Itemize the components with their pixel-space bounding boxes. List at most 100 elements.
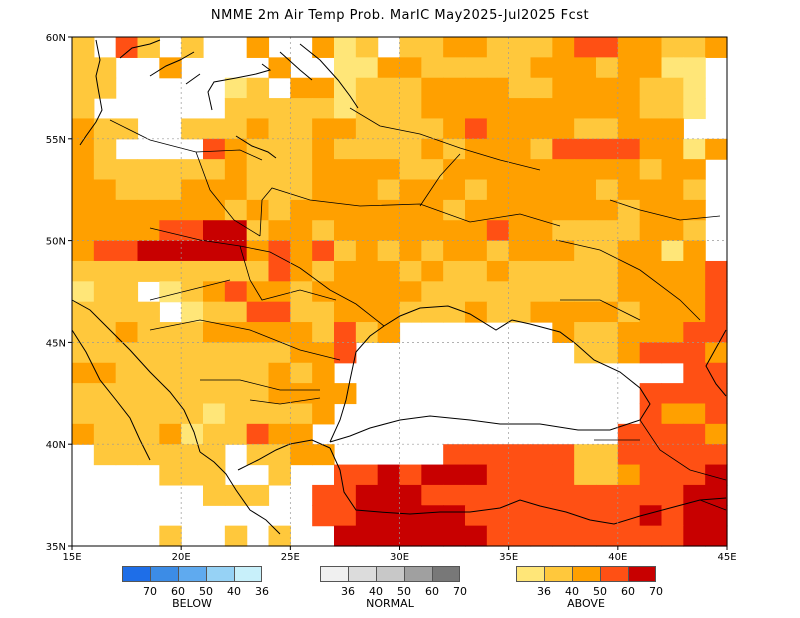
probability-cell: [115, 423, 139, 445]
probability-cell: [312, 199, 335, 221]
probability-cell: [486, 525, 510, 547]
probability-cell: [443, 138, 466, 160]
probability-cell: [377, 77, 401, 99]
probability-cell: [530, 199, 553, 221]
probability-cell: [181, 159, 204, 181]
probability-cell: [596, 159, 619, 181]
probability-cell: [596, 118, 619, 140]
probability-cell: [661, 37, 684, 58]
probability-cell: [465, 484, 488, 506]
probability-cell: [181, 240, 204, 262]
probability-cell: [443, 464, 466, 486]
legend-swatch: [432, 566, 460, 582]
probability-cell: [203, 260, 226, 282]
probability-cell: [355, 179, 379, 201]
probability-cell: [137, 403, 160, 425]
probability-cell: [181, 199, 204, 221]
probability-cell: [312, 240, 335, 262]
probability-cell: [421, 301, 444, 323]
probability-cell: [421, 159, 444, 181]
probability-cell: [377, 98, 401, 120]
probability-cell: [661, 179, 684, 201]
legend-tick-label: 40: [227, 585, 241, 598]
probability-cell: [596, 199, 619, 221]
probability-cell: [486, 37, 510, 58]
legend-swatch: [404, 566, 432, 582]
probability-cell: [334, 525, 357, 547]
probability-cell: [705, 484, 728, 506]
probability-cell: [399, 281, 422, 303]
probability-cell: [93, 423, 117, 445]
probability-cell: [159, 159, 182, 181]
probability-cell: [617, 199, 641, 221]
probability-cell: [137, 260, 160, 282]
probability-cell: [617, 464, 641, 486]
probability-cell: [639, 260, 663, 282]
probability-cell: [443, 260, 466, 282]
probability-cell: [421, 98, 444, 120]
legend-above: 36 40 50 60 70 ABOVE: [516, 566, 663, 610]
probability-cell: [312, 505, 335, 527]
probability-cell: [508, 98, 532, 120]
probability-cell: [465, 240, 488, 262]
probability-cell: [443, 118, 466, 140]
probability-cell: [399, 484, 422, 506]
probability-cell: [443, 220, 466, 242]
probability-cell: [159, 220, 182, 242]
probability-cell: [224, 423, 248, 445]
probability-cell: [661, 342, 684, 364]
probability-cell: [246, 220, 270, 242]
probability-cell: [661, 423, 684, 445]
probability-cell: [596, 260, 619, 282]
lon-tick-label: 45E: [717, 552, 736, 563]
probability-cell: [421, 525, 444, 547]
probability-cell: [443, 57, 466, 79]
probability-cell: [508, 159, 532, 181]
probability-cell: [203, 403, 226, 425]
probability-cell: [705, 423, 728, 445]
probability-cell: [508, 199, 532, 221]
probability-cell: [552, 525, 575, 547]
probability-cell: [377, 57, 401, 79]
probability-cell: [508, 444, 532, 466]
probability-cell: [661, 57, 684, 79]
probability-cell: [705, 464, 728, 486]
probability-cell: [290, 260, 313, 282]
probability-cell: [312, 403, 335, 425]
probability-cell: [268, 240, 291, 262]
probability-cell: [355, 301, 379, 323]
probability-cell: [159, 403, 182, 425]
probability-cell: [705, 301, 728, 323]
probability-cell: [421, 505, 444, 527]
probability-cell: [268, 464, 291, 486]
probability-cell: [246, 322, 270, 343]
lon-tick-label: 15E: [62, 552, 81, 563]
probability-cell: [72, 159, 95, 181]
probability-cell: [574, 118, 597, 140]
probability-cell: [159, 383, 182, 405]
probability-cell: [72, 240, 95, 262]
probability-cell: [334, 301, 357, 323]
probability-cell: [224, 77, 248, 99]
probability-cell: [443, 77, 466, 99]
lat-tick-label: 60N: [46, 33, 66, 44]
probability-cell: [617, 505, 641, 527]
probability-cell: [552, 260, 575, 282]
probability-cell: [443, 37, 466, 58]
probability-cell: [574, 484, 597, 506]
probability-cell: [530, 37, 553, 58]
probability-cell: [334, 37, 357, 58]
probability-cell: [683, 362, 706, 384]
map-title: NMME 2m Air Temp Prob. MarIC May2025-Jul…: [210, 8, 590, 23]
probability-cell: [290, 199, 313, 221]
probability-cell: [159, 199, 182, 221]
probability-cell: [93, 220, 117, 242]
probability-cell: [683, 525, 706, 547]
probability-cell: [530, 301, 553, 323]
probability-cell: [93, 260, 117, 282]
probability-cell: [93, 179, 117, 201]
probability-cell: [181, 301, 204, 323]
probability-cell: [508, 57, 532, 79]
probability-cell: [334, 260, 357, 282]
probability-cell: [617, 98, 641, 120]
